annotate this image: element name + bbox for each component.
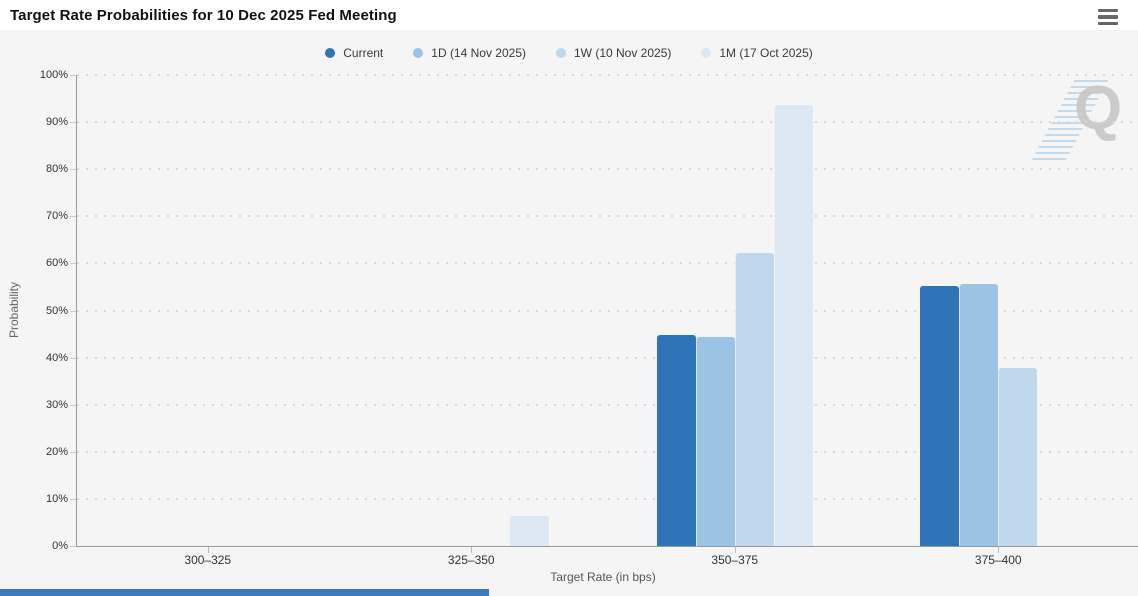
chart-legend: Current 1D (14 Nov 2025) 1W (10 Nov 2025) 1… bbox=[0, 44, 1138, 62]
gridline bbox=[77, 262, 1138, 265]
y-tick-label: 10% bbox=[45, 492, 68, 505]
y-tick-mark bbox=[70, 498, 76, 500]
legend-item-1m[interactable]: 1M (17 Oct 2025) bbox=[701, 46, 813, 60]
legend-marker-icon bbox=[325, 48, 336, 58]
x-tick-mark bbox=[998, 547, 1000, 553]
x-tick-mark bbox=[207, 547, 209, 553]
y-tick-label: 90% bbox=[45, 116, 68, 129]
hamburger-icon bbox=[1098, 21, 1118, 25]
hamburger-icon bbox=[1098, 15, 1118, 19]
gridline bbox=[77, 497, 1138, 500]
gridline bbox=[77, 450, 1138, 453]
y-tick-mark bbox=[70, 263, 76, 265]
y-tick-mark bbox=[70, 451, 76, 453]
gridline bbox=[77, 403, 1138, 406]
y-tick-label: 100% bbox=[39, 69, 68, 81]
bar-375–400-Current bbox=[920, 286, 960, 546]
y-tick-mark bbox=[70, 357, 76, 359]
y-tick-label: 40% bbox=[45, 351, 68, 364]
bar-350–375-1W (10 Nov 2025) bbox=[734, 252, 774, 546]
legend-marker-icon bbox=[555, 48, 566, 58]
y-axis-line bbox=[76, 75, 77, 546]
y-tick-label: 50% bbox=[45, 304, 68, 317]
bottom-panel-edge bbox=[0, 589, 489, 596]
hamburger-menu-button[interactable] bbox=[1098, 9, 1118, 25]
x-tick-label: 375–400 bbox=[974, 553, 1022, 567]
gridline bbox=[77, 215, 1138, 218]
legend-label: 1W (10 Nov 2025) bbox=[573, 46, 672, 60]
y-tick-mark bbox=[70, 310, 76, 312]
legend-label: 1M (17 Oct 2025) bbox=[719, 46, 813, 60]
x-axis-title: Target Rate (in bps) bbox=[550, 570, 656, 584]
gridline bbox=[77, 74, 1138, 76]
legend-marker-icon bbox=[701, 48, 712, 58]
y-tick-mark bbox=[70, 404, 76, 406]
watermark-q-logo: Q bbox=[1074, 74, 1123, 143]
bar-350–375-1M (17 Oct 2025) bbox=[773, 104, 813, 546]
bar-350–375-1D (14 Nov 2025) bbox=[695, 337, 735, 546]
legend-item-1w[interactable]: 1W (10 Nov 2025) bbox=[555, 46, 672, 60]
x-tick-label: 300–325 bbox=[184, 553, 232, 567]
legend-marker-icon bbox=[413, 48, 424, 58]
legend-label: 1D (14 Nov 2025) bbox=[431, 46, 526, 60]
y-tick-label: 70% bbox=[45, 210, 68, 223]
x-tick-mark bbox=[734, 547, 736, 553]
y-tick-label: 80% bbox=[45, 163, 68, 176]
gridline bbox=[77, 356, 1138, 359]
y-tick-mark bbox=[70, 546, 76, 547]
y-tick-mark bbox=[70, 216, 76, 218]
legend-item-current[interactable]: Current bbox=[325, 46, 383, 60]
chart-title: Target Rate Probabilities for 10 Dec 202… bbox=[10, 7, 397, 24]
y-tick-mark bbox=[70, 122, 76, 124]
x-tick-label: 325–350 bbox=[447, 553, 495, 567]
y-tick-mark bbox=[70, 169, 76, 171]
bar-375–400-1W (10 Nov 2025) bbox=[998, 368, 1038, 546]
bar-375–400-1D (14 Nov 2025) bbox=[959, 283, 999, 546]
y-tick-mark bbox=[70, 75, 76, 76]
x-tick-label: 350–375 bbox=[711, 553, 759, 567]
bar-350–375-Current bbox=[656, 334, 696, 546]
legend-item-1d[interactable]: 1D (14 Nov 2025) bbox=[413, 46, 526, 60]
gridline bbox=[77, 121, 1138, 124]
y-tick-label: 60% bbox=[45, 257, 68, 270]
x-axis-line bbox=[76, 546, 1138, 547]
y-tick-label: 20% bbox=[45, 445, 68, 458]
x-tick-mark bbox=[471, 547, 473, 553]
hamburger-icon bbox=[1098, 9, 1118, 13]
y-axis-title: Probability bbox=[7, 281, 21, 339]
gridline bbox=[77, 168, 1138, 171]
legend-label: Current bbox=[343, 46, 384, 60]
y-tick-label: 0% bbox=[52, 540, 68, 552]
y-tick-label: 30% bbox=[45, 398, 68, 411]
bar-325–350-1M (17 Oct 2025) bbox=[510, 516, 550, 546]
gridline bbox=[77, 309, 1138, 312]
